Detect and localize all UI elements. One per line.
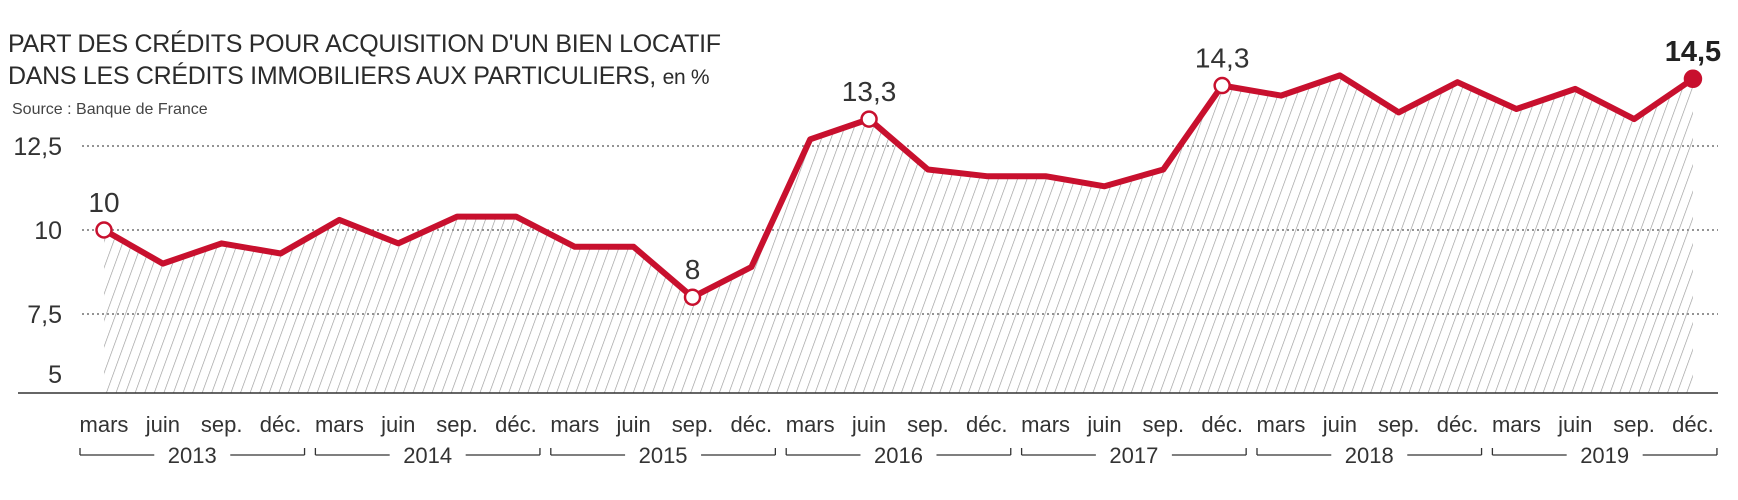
x-tick-label: juin [1557,412,1592,437]
x-tick-label: juin [145,412,180,437]
x-tick-label: déc. [966,412,1008,437]
data-point-marker [1683,69,1703,89]
x-tick-label: mars [1021,412,1070,437]
x-tick-label: mars [1257,412,1306,437]
x-tick-label: sep. [1378,412,1420,437]
year-label: 2015 [639,443,688,468]
data-point-marker [1213,76,1231,95]
data-point-marker [95,221,113,239]
chart-title: PART DES CRÉDITS POUR ACQUISITION D'UN B… [8,28,721,94]
data-label: 14,3 [1195,43,1250,74]
y-tick-label: 7,5 [27,301,62,329]
x-tick-label: mars [1492,412,1541,437]
x-tick-label: déc. [1437,412,1479,437]
x-tick-label: déc. [1201,412,1243,437]
data-label: 14,5 [1665,36,1721,68]
chart-source: Source : Banque de France [12,101,208,118]
x-tick-label: mars [550,412,599,437]
y-tick-label: 12,5 [13,133,62,161]
year-label: 2016 [874,443,923,468]
x-tick-label: sep. [672,412,714,437]
y-tick-label: 5 [48,361,62,389]
x-tick-label: déc. [495,412,537,437]
chart-title-line-2-text: DANS LES CRÉDITS IMMOBILIERS AUX PARTICU… [8,62,656,90]
x-tick-label: sep. [907,412,949,437]
x-tick-label: déc. [731,412,773,437]
x-tick-label: juin [851,412,886,437]
x-tick-label: juin [1086,412,1121,437]
x-tick-label: sep. [436,412,478,437]
x-axis-labels: mars juin sep. déc. mars juin sep. déc. mars juin… [79,412,1718,468]
area-hatch [104,75,1693,394]
x-tick-label: sep. [1143,412,1185,437]
data-points: 10 8 13,3 14,3 14,5 [88,36,1721,306]
year-label: 2014 [403,443,452,468]
data-label: 10 [88,187,119,218]
x-tick-label: déc. [260,412,302,437]
x-tick-label: juin [1322,412,1357,437]
x-tick-label: mars [786,412,835,437]
x-tick-label: sep. [1613,412,1655,437]
year-label: 2013 [168,443,217,468]
chart-title-line-1: PART DES CRÉDITS POUR ACQUISITION D'UN B… [8,30,721,58]
grid: 12,5 10 7,5 5 [13,133,1718,389]
x-tick-label: juin [616,412,651,437]
year-label: 2018 [1345,443,1394,468]
y-tick-label: 10 [34,217,62,245]
data-label: 8 [685,254,701,285]
series-line [101,72,1696,301]
data-point-marker [860,110,878,128]
year-label: 2019 [1580,443,1629,468]
data-point-marker [683,288,702,306]
x-tick-label: juin [380,412,415,437]
year-label: 2017 [1109,443,1158,468]
chart-title-unit: en % [662,66,710,89]
data-label: 13,3 [842,76,897,107]
x-tick-label: mars [315,412,364,437]
x-tick-label: déc. [1672,412,1714,437]
chart-title-line-2: DANS LES CRÉDITS IMMOBILIERS AUX PARTICU… [8,60,721,94]
x-tick-label: sep. [201,412,243,437]
x-tick-label: mars [80,412,129,437]
